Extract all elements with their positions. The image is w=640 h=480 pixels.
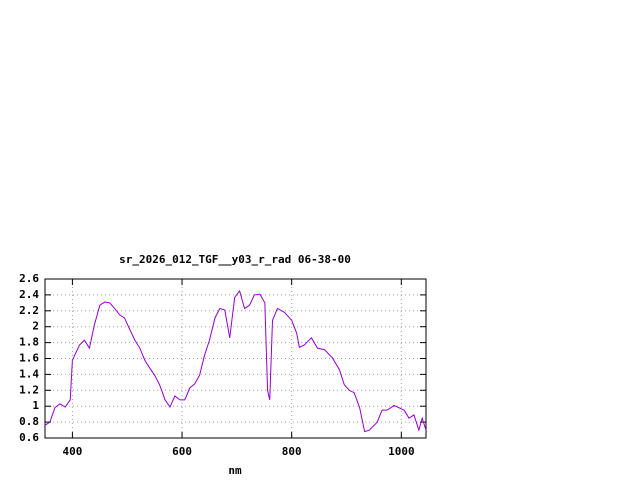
y-tick-label: 2.4 (19, 288, 39, 301)
y-tick-label: 0.8 (19, 415, 39, 428)
data-line (44, 289, 427, 433)
y-tick-label: 1 (32, 399, 39, 412)
y-tick-label: 1.2 (19, 383, 39, 396)
x-tick-label: 400 (62, 445, 82, 458)
x-tick-label: 600 (172, 445, 192, 458)
y-tick-label: 1.8 (19, 336, 39, 349)
y-tick-label: 1.4 (19, 367, 39, 380)
x-tick-label: 1000 (388, 445, 415, 458)
y-tick-label: 2.2 (19, 304, 39, 317)
y-tick-label: 0.6 (19, 431, 39, 444)
y-tick-label: 1.6 (19, 352, 39, 365)
x-tick-label: 800 (282, 445, 302, 458)
chart-title: sr_2026_012_TGF__y03_r_rad 06-38-00 (119, 253, 351, 266)
plot-border (44, 278, 427, 439)
y-tick-label: 2 (32, 320, 39, 333)
x-axis-label: nm (228, 464, 242, 477)
y-tick-label: 2.6 (19, 272, 39, 285)
